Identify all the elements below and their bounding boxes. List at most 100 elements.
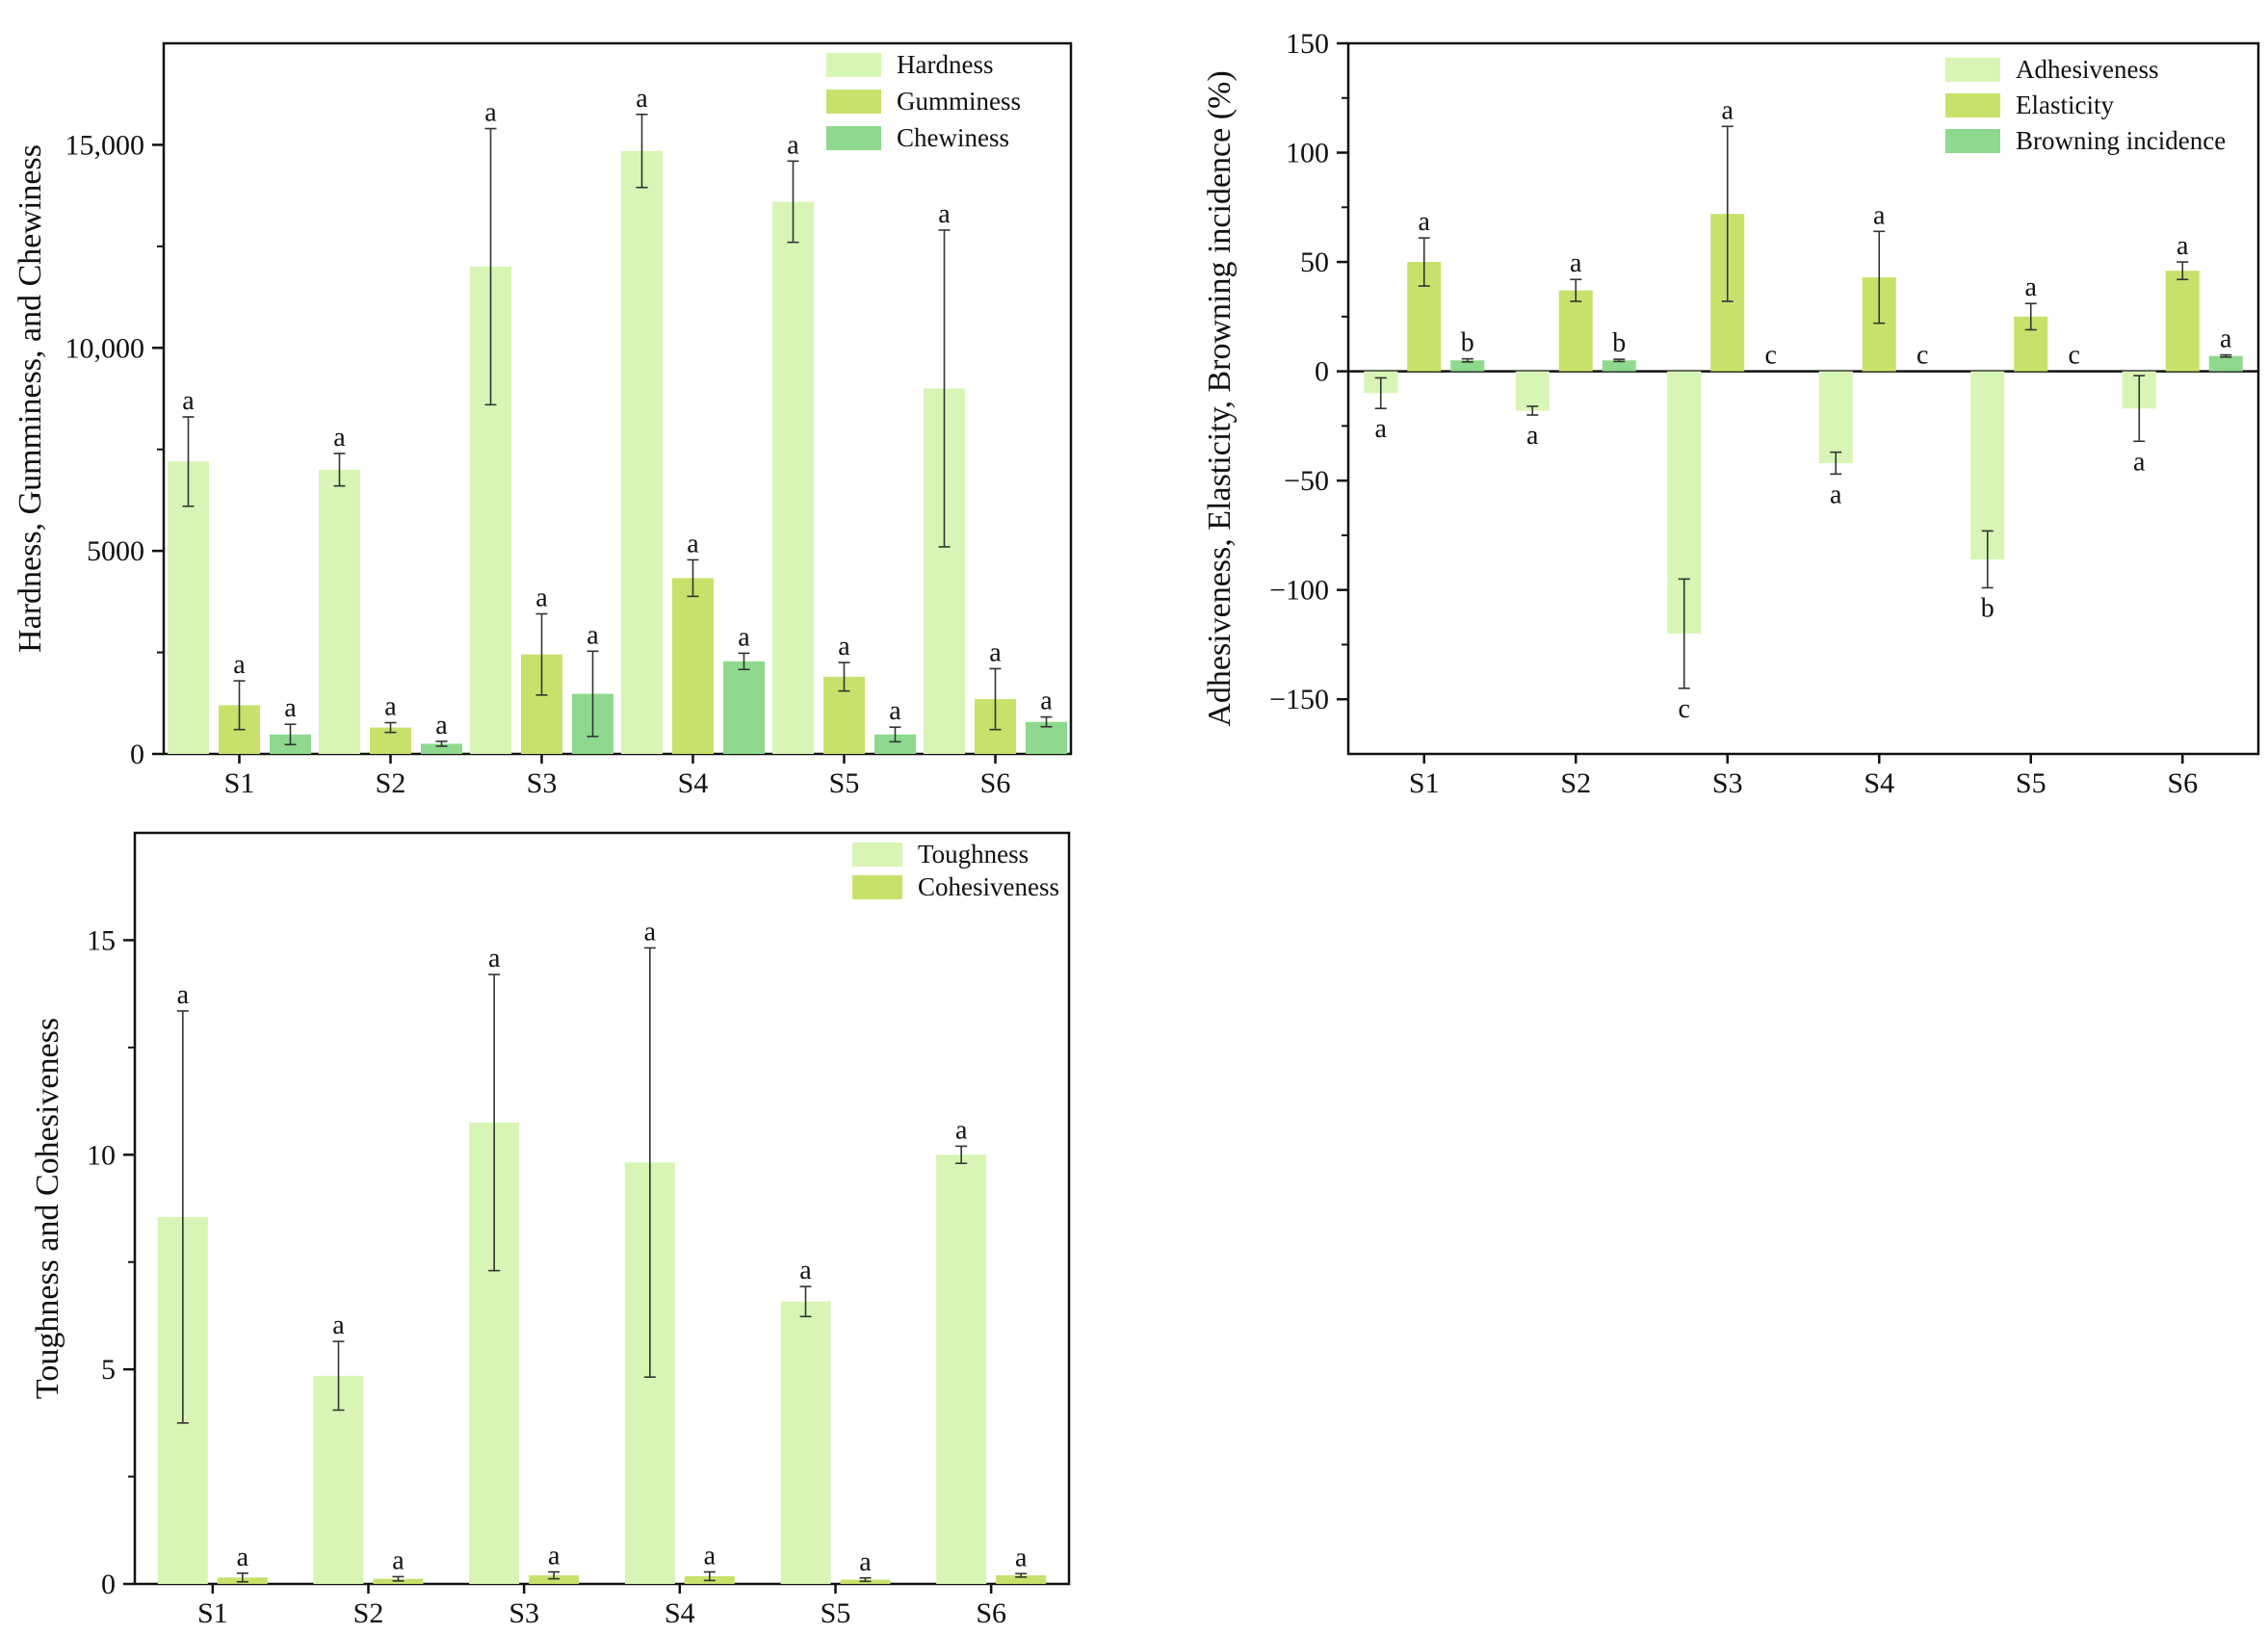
significance-letter: a [488, 944, 501, 973]
y-tick-label: 15,000 [65, 129, 145, 161]
significance-letter: a [2220, 324, 2232, 354]
significance-letter: b [1981, 593, 1994, 623]
significance-letter: a [535, 584, 548, 613]
bar-hardness [621, 150, 663, 755]
x-tick-label: S3 [1712, 767, 1743, 799]
bar-elasticity [1558, 290, 1593, 372]
significance-letter: a [859, 1547, 872, 1577]
significance-letter: a [182, 386, 195, 416]
significance-letter: c [1765, 341, 1777, 371]
significance-letter: a [177, 980, 190, 1010]
bar-adhesiveness [1970, 371, 2005, 559]
significance-letter: a [484, 98, 497, 128]
significance-letter: a [1526, 421, 1539, 451]
significance-letter: a [738, 622, 750, 652]
x-tick-label: S1 [197, 1597, 228, 1629]
significance-letter: b [1461, 328, 1474, 358]
bar-browning-incidence [1602, 360, 1636, 372]
x-tick-label: S4 [678, 767, 709, 799]
bar-toughness [780, 1301, 831, 1584]
significance-letter: a [237, 1543, 249, 1572]
significance-letter: a [644, 917, 657, 947]
bar-chewiness [874, 734, 916, 754]
x-tick-label: S1 [1409, 767, 1440, 799]
bar-adhesiveness [1515, 371, 1550, 411]
significance-letter: c [1679, 694, 1690, 724]
legend-label: Chewiness [897, 123, 1009, 152]
significance-letter: b [1612, 328, 1626, 358]
significance-letter: a [1873, 200, 1886, 230]
bar-cohesiveness [996, 1575, 1047, 1584]
legend-swatch [852, 875, 902, 899]
significance-letter: a [989, 637, 1002, 667]
plot-frame [1346, 41, 2260, 756]
chart-svg-top-left: 0 5000 10,000 15,000 Hardness, Gumminess, an… [13, 41, 1073, 799]
legend-label: Elasticity [2016, 91, 2114, 119]
significance-letter: a [1570, 248, 1582, 278]
significance-letter: a [1830, 480, 1842, 509]
x-tick-label: S2 [353, 1597, 384, 1629]
y-tick-label: 150 [1286, 28, 1329, 60]
bar-hardness [319, 469, 360, 754]
x-tick-label: S2 [376, 767, 406, 799]
significance-letter: a [333, 423, 346, 453]
significance-letter: a [587, 620, 599, 650]
significance-letter: a [938, 199, 951, 229]
x-tick-label: S6 [980, 767, 1011, 799]
x-tick-label: S6 [2167, 767, 2198, 799]
bar-elasticity [2165, 271, 2200, 372]
x-tick-label: S5 [829, 767, 860, 799]
legend-swatch [1945, 129, 2000, 153]
significance-letter: a [233, 650, 246, 680]
legend-label: Gumminess [897, 87, 1021, 116]
significance-letter: a [1040, 687, 1053, 716]
significance-letter: a [284, 693, 297, 723]
chart-svg-bottom-left: 0 5 10 15 Toughness and Cohesiveness S1 S2 S3 S4… [30, 831, 1071, 1629]
significance-letter: a [2177, 231, 2189, 261]
significance-letter: a [787, 130, 799, 160]
bar-browning-incidence [1450, 360, 1485, 372]
y-tick-label: 5 [101, 1354, 116, 1386]
bar-chewiness [723, 661, 765, 754]
y-tick-label: 0 [101, 1569, 116, 1600]
chart-hardness-gumminess-chewiness: 0 5000 10,000 15,000 Hardness, Gumminess, an… [0, 0, 1108, 799]
legend-label: Hardness [897, 50, 993, 79]
y-axis-title: Hardness, Gumminess, and Chewiness [13, 144, 48, 653]
legend-swatch [1945, 58, 2000, 82]
significance-letter: c [2069, 341, 2080, 371]
bar-cohesiveness [529, 1575, 580, 1584]
significance-letter: a [332, 1310, 345, 1340]
x-tick-label: S2 [1560, 767, 1591, 799]
significance-letter: a [1375, 414, 1388, 444]
bar-gumminess [672, 578, 714, 754]
significance-letter: a [636, 84, 648, 114]
legend-swatch [826, 90, 881, 114]
significance-letter: a [548, 1542, 560, 1571]
bar-browning-incidence [2208, 355, 2243, 372]
significance-letter: a [955, 1115, 968, 1145]
legend-label: Toughness [918, 840, 1029, 869]
y-tick-label: 5000 [87, 535, 144, 567]
plot-frame [133, 831, 1071, 1586]
chart-toughness-cohesiveness: 0 5 10 15 Toughness and Cohesiveness S1 S2 S3 S4… [0, 814, 1108, 1634]
x-tick-label: S3 [527, 767, 558, 799]
significance-letter: a [687, 529, 699, 558]
y-tick-label: 10,000 [65, 332, 145, 364]
significance-letter: a [799, 1256, 812, 1285]
y-tick-label: −100 [1269, 575, 1329, 607]
bar-hardness [772, 201, 814, 754]
legend-label: Adhesiveness [2016, 55, 2158, 84]
significance-letter: a [704, 1542, 717, 1571]
x-tick-label: S6 [976, 1597, 1006, 1629]
y-tick-label: 0 [1315, 356, 1329, 388]
bar-toughness [936, 1154, 987, 1584]
significance-letter: a [838, 632, 850, 661]
y-tick-label: 0 [130, 739, 144, 770]
bar-chewiness [421, 743, 462, 754]
legend-swatch [826, 126, 881, 150]
legend-swatch [826, 53, 881, 77]
x-tick-label: S5 [821, 1597, 851, 1629]
significance-letter: a [384, 692, 397, 722]
y-tick-label: 10 [87, 1139, 116, 1171]
y-tick-label: 50 [1300, 246, 1329, 278]
